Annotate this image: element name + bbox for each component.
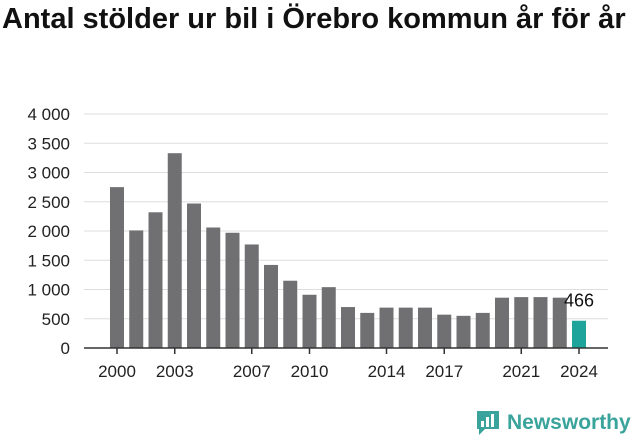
- bar-2007: [244, 244, 259, 348]
- bar-2019: [475, 312, 490, 348]
- y-tick-label: 2 000: [27, 222, 70, 241]
- bar-2023: [552, 297, 567, 348]
- bars: [110, 153, 586, 348]
- grid-lines: [84, 113, 608, 320]
- bar-2016: [418, 307, 432, 348]
- x-tick-label: 2017: [425, 362, 463, 381]
- bar-2002: [148, 212, 163, 348]
- bar-2003: [167, 153, 182, 348]
- bar-2021: [514, 297, 529, 348]
- data-labels: 466: [564, 291, 594, 311]
- data-label-2024: 466: [564, 291, 594, 311]
- bar-2017: [437, 314, 452, 348]
- y-tick-label: 3 500: [27, 134, 70, 153]
- bar-2010: [302, 294, 317, 348]
- y-tick-label: 4 000: [27, 105, 70, 124]
- y-tick-label: 0: [61, 339, 70, 358]
- bar-2011: [321, 287, 336, 348]
- x-tick-label: 2024: [560, 362, 598, 381]
- bar-2009: [283, 280, 298, 348]
- bar-2012: [341, 307, 355, 348]
- x-tick-label: 2010: [291, 362, 329, 381]
- y-tick-label: 1 500: [27, 251, 70, 270]
- x-tick-label: 2021: [502, 362, 540, 381]
- x-tick-label: 2000: [98, 362, 136, 381]
- bar-2024: [572, 320, 586, 348]
- bar-2013: [360, 312, 375, 348]
- bar-2000: [110, 187, 124, 348]
- bar-2018: [456, 315, 471, 348]
- newsworthy-logo-icon: [477, 411, 499, 435]
- bar-2008: [264, 264, 278, 348]
- x-axis: 2000 2003 2007 2010 2014 2017 2021 2024: [84, 347, 608, 381]
- bar-2015: [398, 307, 413, 348]
- y-tick-label: 2 500: [27, 193, 70, 212]
- bar-2020: [495, 297, 509, 348]
- y-tick-label: 1 000: [27, 281, 70, 300]
- y-axis-ticks: 0 500 1 000 1 500 2 000 2 500 3 000 3 500 4 000: [27, 105, 70, 358]
- bar-2022: [533, 297, 548, 348]
- bar-2004: [187, 203, 201, 348]
- bar-2005: [206, 227, 221, 348]
- bar-2006: [225, 232, 240, 348]
- newsworthy-brand: Newsworthy: [475, 407, 631, 439]
- y-tick-label: 500: [42, 310, 70, 329]
- x-tick-label: 2003: [156, 362, 194, 381]
- y-tick-label: 3 000: [27, 164, 70, 183]
- chart-title: Antal stölder ur bil i Örebro kommun år …: [2, 3, 626, 35]
- bar-2001: [129, 230, 144, 348]
- x-tick-label: 2007: [233, 362, 271, 381]
- x-tick-label: 2014: [368, 362, 406, 381]
- bar-2014: [379, 307, 394, 348]
- brand-name: Newsworthy: [507, 411, 631, 434]
